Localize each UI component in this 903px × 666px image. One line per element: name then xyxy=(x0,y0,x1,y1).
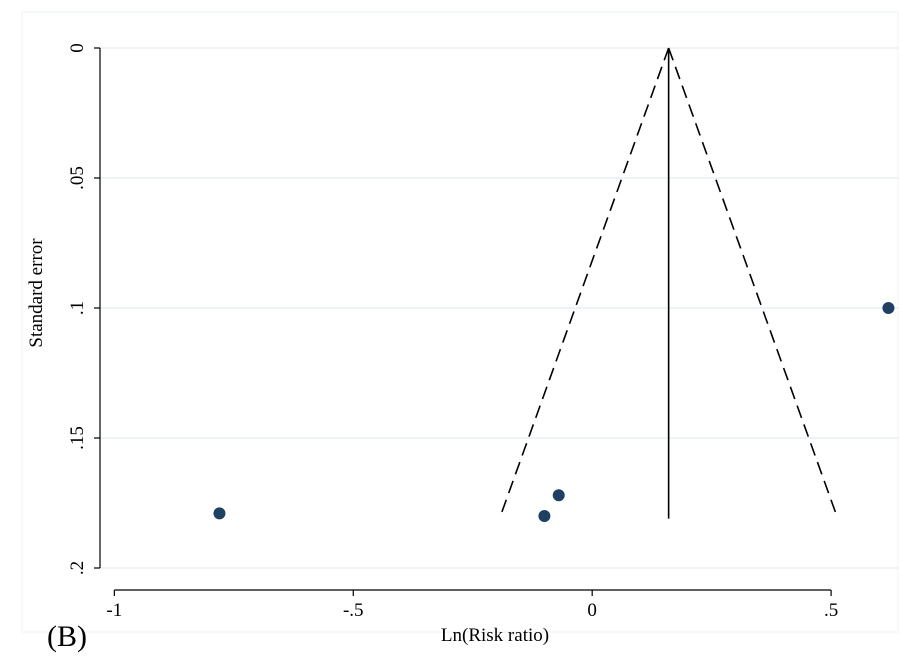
x-tick-label-3: .5 xyxy=(824,600,838,621)
y-axis-ticks: 0 .05 .1 .15 .2 xyxy=(67,43,100,575)
data-point-3 xyxy=(882,302,895,314)
y-tick-label-2: .1 xyxy=(67,301,88,315)
x-tick-label-2: 0 xyxy=(587,600,597,621)
funnel-right-line xyxy=(667,47,837,514)
x-tick-label-0: -1 xyxy=(106,600,122,621)
plot-frame xyxy=(21,11,899,633)
y-tick-label-4: .2 xyxy=(67,561,88,575)
y-tick-label-1: .05 xyxy=(67,166,88,190)
panel-label: (B) xyxy=(47,620,87,653)
gridlines xyxy=(100,47,898,569)
y-tick-label-0: 0 xyxy=(67,43,88,53)
data-point-0 xyxy=(213,507,226,520)
data-point-2 xyxy=(552,489,565,502)
data-points xyxy=(213,302,895,522)
x-tick-label-1: -.5 xyxy=(343,600,364,621)
x-axis-title: Ln(Risk ratio) xyxy=(441,625,549,646)
y-axis-title: Standard error xyxy=(26,238,47,348)
data-point-1 xyxy=(538,510,551,522)
x-axis-ticks: -1 -.5 0 .5 xyxy=(106,590,838,621)
funnel-left-line xyxy=(500,47,670,514)
funnel-lines xyxy=(500,47,837,519)
y-tick-label-3: .15 xyxy=(67,426,88,450)
